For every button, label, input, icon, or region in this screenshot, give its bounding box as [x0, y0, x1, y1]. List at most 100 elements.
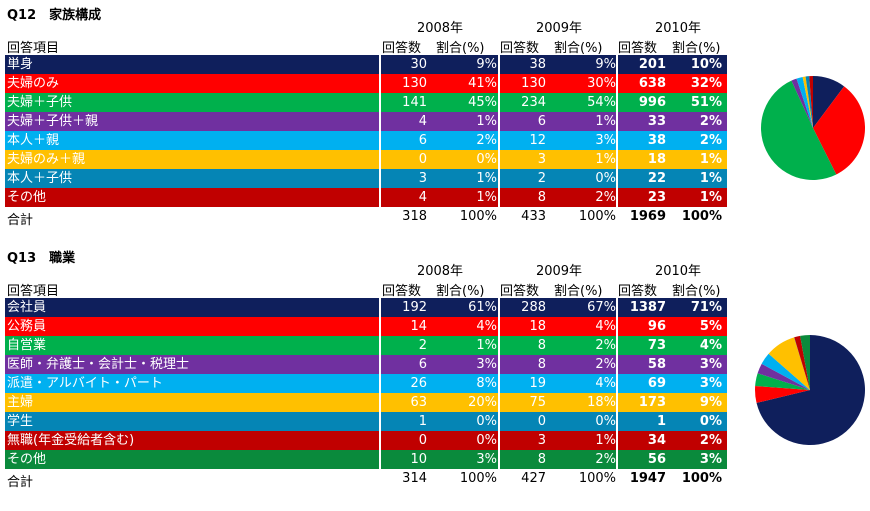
percent-cell: 71% [690, 300, 722, 315]
count-cell: 130 [521, 76, 546, 91]
pie-slice [791, 78, 813, 128]
pct-header: 割合(%) [672, 284, 721, 299]
percent-cell: 4% [476, 319, 497, 334]
item-header: 回答項目 [7, 41, 60, 56]
row-label: その他 [7, 452, 47, 467]
column-divider [498, 336, 500, 355]
column-divider [379, 93, 381, 112]
column-divider [498, 450, 500, 469]
column-divider [498, 298, 500, 317]
table-row: 自営業 2 1% 8 2% 73 4% [5, 336, 727, 355]
pie-slice [800, 335, 810, 390]
row-label: 単身 [7, 57, 34, 72]
percent-cell: 1% [476, 338, 497, 353]
count-cell: 33 [647, 114, 666, 129]
section-title: Q12 家族構成 [7, 8, 102, 23]
column-divider [379, 412, 381, 431]
percent-cell: 0% [595, 171, 616, 186]
column-divider [498, 150, 500, 169]
table-row: 主婦 63 20% 75 18% 173 9% [5, 393, 727, 412]
table-row: 公務員 14 4% 18 4% 96 5% [5, 317, 727, 336]
column-divider [379, 393, 381, 412]
percent-cell: 10% [690, 57, 722, 72]
column-divider [379, 150, 381, 169]
pie-chart [761, 76, 865, 180]
year-header: 2008年 [416, 21, 464, 36]
pie-slice [794, 335, 810, 390]
pie-slice [805, 76, 813, 128]
total-cell: 100% [578, 471, 616, 486]
table-row: 学生 1 0% 0 0% 1 0% [5, 412, 727, 431]
percent-cell: 30% [587, 76, 616, 91]
row-label: 夫婦＋子供 [7, 95, 73, 110]
percent-cell: 51% [690, 95, 722, 110]
count-cell: 96 [647, 319, 666, 334]
count-cell: 0 [418, 152, 427, 167]
total-label: 合計 [7, 475, 34, 490]
count-cell: 0 [418, 433, 427, 448]
table-row: 派遣・アルバイト・パート 26 8% 19 4% 69 3% [5, 374, 727, 393]
percent-cell: 9% [476, 57, 497, 72]
total-cell: 318 [402, 209, 427, 224]
pie-slice [761, 353, 810, 390]
count-cell: 2 [537, 171, 546, 186]
percent-cell: 1% [699, 190, 722, 205]
percent-cell: 4% [595, 319, 616, 334]
row-label: 夫婦＋子供＋親 [7, 114, 99, 129]
row-label: 医師・弁護士・会計士・税理士 [7, 357, 190, 372]
column-divider [498, 112, 500, 131]
row-label: 学生 [7, 414, 34, 429]
total-cell: 100% [578, 209, 616, 224]
column-divider [379, 317, 381, 336]
percent-cell: 2% [595, 452, 616, 467]
table-row: 夫婦＋子供 141 45% 234 54% 996 51% [5, 93, 727, 112]
pie-chart [755, 335, 865, 445]
column-divider [616, 55, 618, 74]
section-title: Q13 職業 [7, 251, 76, 266]
percent-cell: 1% [699, 152, 722, 167]
count-header: 回答数 [618, 41, 658, 56]
count-cell: 638 [638, 76, 666, 91]
count-cell: 56 [647, 452, 666, 467]
row-label: 夫婦のみ＋親 [7, 152, 86, 167]
total-cell: 100% [459, 209, 497, 224]
column-divider [616, 374, 618, 393]
column-divider [379, 355, 381, 374]
count-cell: 1 [418, 414, 427, 429]
row-label: 公務員 [7, 319, 47, 334]
column-divider [616, 317, 618, 336]
count-cell: 6 [418, 357, 427, 372]
table-row: 単身 30 9% 38 9% 201 10% [5, 55, 727, 74]
column-divider [616, 169, 618, 188]
percent-cell: 0% [699, 414, 722, 429]
year-header: 2009年 [535, 264, 583, 279]
column-divider [616, 93, 618, 112]
pie-slice [794, 337, 810, 390]
year-header: 2008年 [416, 264, 464, 279]
count-cell: 1 [656, 414, 666, 429]
count-cell: 34 [647, 433, 666, 448]
row-label: その他 [7, 190, 47, 205]
percent-cell: 5% [699, 319, 722, 334]
count-cell: 3 [537, 433, 546, 448]
count-cell: 19 [529, 376, 546, 391]
pie-slice [761, 80, 837, 180]
column-divider [379, 298, 381, 317]
pie-slice [802, 76, 813, 128]
count-cell: 38 [529, 57, 546, 72]
table-row: 本人＋子供 3 1% 2 0% 22 1% [5, 169, 727, 188]
column-divider [498, 355, 500, 374]
count-cell: 18 [529, 319, 546, 334]
count-cell: 1387 [629, 300, 666, 315]
count-cell: 3 [418, 171, 427, 186]
pie-slice [768, 337, 810, 390]
count-cell: 8 [537, 357, 546, 372]
count-cell: 288 [521, 300, 546, 315]
pct-header: 割合(%) [554, 284, 603, 299]
column-divider [616, 393, 618, 412]
total-cell: 427 [521, 471, 546, 486]
count-cell: 173 [638, 395, 666, 410]
row-label: 会社員 [7, 300, 47, 315]
count-cell: 8 [537, 190, 546, 205]
year-header: 2010年 [654, 264, 702, 279]
